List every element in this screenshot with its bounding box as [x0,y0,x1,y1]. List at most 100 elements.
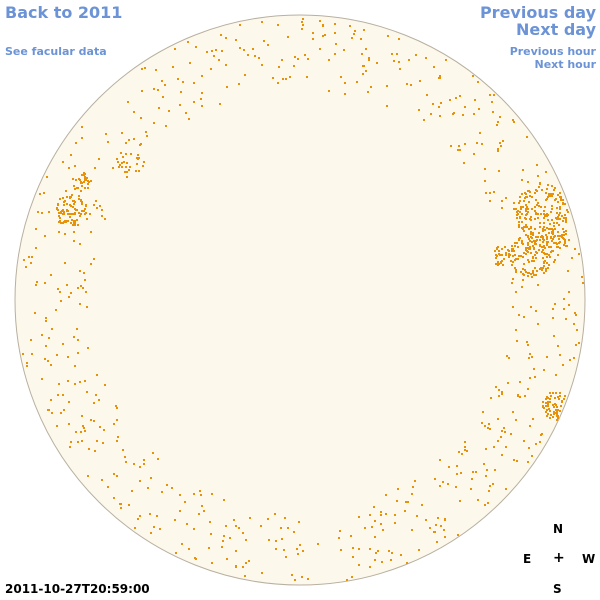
plage-spot [547,401,549,403]
plage-spot [546,409,548,411]
plage-spot [557,231,559,233]
next-day-link[interactable]: Next day [516,20,596,39]
plage-spot [66,220,68,222]
plage-spot [30,339,32,341]
back-to-year-link[interactable]: Back to 2011 [5,3,123,22]
plage-spot [116,158,118,160]
plage-spot [59,220,61,222]
plage-spot [546,356,548,358]
plage-spot [536,164,538,166]
plage-spot [547,267,549,269]
plage-spot [159,528,161,530]
plage-spot [516,340,518,342]
facular-data-link[interactable]: See facular data [5,45,107,58]
plage-spot [213,55,215,57]
plage-spot [119,503,121,505]
plage-spot [559,206,561,208]
plage-spot [43,192,45,194]
plage-spot [89,213,91,215]
plage-spot [77,352,79,354]
plage-spot [261,64,263,66]
plage-spot [521,221,523,223]
plage-spot [407,501,409,503]
plage-spot [77,441,79,443]
plage-spot [564,241,566,243]
plage-spot [349,25,351,27]
plage-spot [80,181,82,183]
plage-spot [531,237,533,239]
plage-spot [517,246,519,248]
plage-spot [121,166,123,168]
plage-spot [512,261,514,263]
plage-spot [377,550,379,552]
plage-spot [81,185,83,187]
plage-spot [374,536,376,538]
plage-spot [81,201,83,203]
plage-spot [130,153,132,155]
plage-spot [339,530,341,532]
plage-spot [439,115,441,117]
plage-spot [522,228,524,230]
plage-spot [549,223,551,225]
plage-spot [153,122,155,124]
plage-spot [195,558,197,560]
plage-spot [371,526,373,528]
plage-spot [380,511,382,513]
plage-spot [549,417,551,419]
plage-spot [545,398,547,400]
plage-spot [393,60,395,62]
plage-spot [223,535,225,537]
plage-spot [84,380,86,382]
plage-spot [275,540,277,542]
plage-spot [545,171,547,173]
next-hour-link[interactable]: Next hour [534,58,597,71]
previous-hour-link[interactable]: Previous hour [509,45,596,58]
plage-spot [84,187,86,189]
plage-spot [439,75,441,77]
plage-spot [150,532,152,534]
compass-north-label: N [553,522,564,536]
plage-spot [488,490,490,492]
plage-spot [120,507,122,509]
plage-spot [549,410,551,412]
plage-spot [517,394,519,396]
plage-spot [525,253,527,255]
plage-spot [439,459,441,461]
plage-spot [285,556,287,558]
plage-spot [555,412,557,414]
plage-spot [64,262,66,264]
plage-spot [508,255,510,257]
plage-spot [565,221,567,223]
plage-spot [425,57,427,59]
plage-spot [550,237,552,239]
plage-spot [527,208,529,210]
plage-spot [550,414,552,416]
plage-spot [450,145,452,147]
plage-spot [77,287,79,289]
plage-spot [534,376,536,378]
plage-spot [542,401,544,403]
plage-spot [474,99,476,101]
plage-spot [193,82,195,84]
previous-day-link[interactable]: Previous day [479,3,596,22]
plage-spot [302,24,304,26]
plage-spot [201,92,203,94]
plage-spot [539,226,541,228]
plage-spot [118,166,120,168]
plage-spot [571,257,573,259]
plage-spot [477,81,479,83]
plage-spot [519,396,521,398]
plage-spot [457,534,459,536]
plage-spot [566,245,568,247]
plage-spot [523,252,525,254]
plage-spot [135,170,137,172]
plage-spot [105,133,107,135]
plage-spot [489,428,491,430]
plage-spot [188,118,190,120]
plage-spot [201,105,203,107]
plage-spot [542,230,544,232]
plage-spot [74,201,76,203]
plage-spot [278,66,280,68]
plage-spot [252,48,254,50]
plage-spot [503,427,505,429]
